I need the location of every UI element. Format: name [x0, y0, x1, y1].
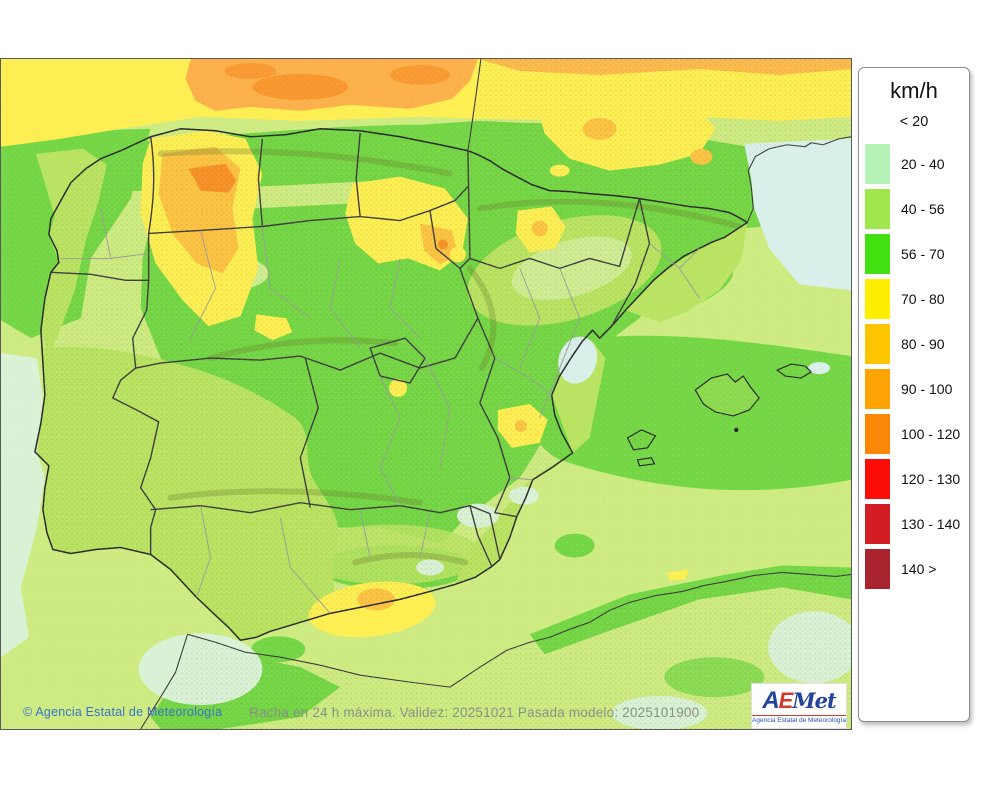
- aemet-logo: AEMet Agencia Estatal de Meteorología: [751, 683, 847, 729]
- legend-swatch-70-80: [865, 279, 890, 319]
- legend-swatch-140-plus: [865, 549, 890, 589]
- aemet-logo-letter-e: E: [778, 687, 794, 713]
- legend-item: 100 - 120: [865, 414, 969, 454]
- legend-label: 80 - 90: [901, 336, 945, 352]
- legend-item: 56 - 70: [865, 234, 969, 274]
- legend-item: 80 - 90: [865, 324, 969, 364]
- legend-label: 20 - 40: [901, 156, 945, 172]
- wind-gust-map: © Agencia Estatal de Meteorología Racha …: [0, 58, 852, 730]
- aemet-logo-letter-a: A: [762, 686, 779, 714]
- legend-swatch-20-40: [865, 144, 890, 184]
- legend-panel: km/h < 20 20 - 40 40 - 56 56 - 70 70 - 8…: [858, 67, 970, 722]
- legend-swatch-80-90: [865, 324, 890, 364]
- legend-item-lt20: < 20: [899, 114, 929, 130]
- legend-item: 20 - 40: [865, 144, 969, 184]
- map-canvas: [1, 59, 851, 729]
- legend-label: 140 >: [901, 561, 937, 577]
- model-run-note: Racha en 24 h máxima. Validez: 20251021 …: [249, 705, 700, 720]
- copyright-text: © Agencia Estatal de Meteorología: [23, 705, 223, 719]
- legend-item: 70 - 80: [865, 279, 969, 319]
- legend-swatch-130-140: [865, 504, 890, 544]
- legend-item: 140 >: [865, 549, 969, 589]
- legend-label: 56 - 70: [901, 246, 945, 262]
- legend-label: 90 - 100: [901, 381, 953, 397]
- aemet-logo-letters-met: Met: [792, 687, 836, 713]
- legend-swatch-120-130: [865, 459, 890, 499]
- legend-item: 40 - 56: [865, 189, 969, 229]
- legend-label: 120 - 130: [901, 471, 961, 487]
- legend-label: 130 - 140: [901, 516, 961, 532]
- legend-swatch-56-70: [865, 234, 890, 274]
- legend-item: 90 - 100: [865, 369, 969, 409]
- legend-item: 120 - 130: [865, 459, 969, 499]
- aemet-logo-brand: AEMet: [762, 686, 836, 714]
- legend-title: km/h: [890, 78, 938, 103]
- legend-swatch-90-100: [865, 369, 890, 409]
- legend-label: 70 - 80: [901, 291, 945, 307]
- legend-item: 130 - 140: [865, 504, 969, 544]
- legend-swatch-40-56: [865, 189, 890, 229]
- legend-label: 100 - 120: [901, 426, 961, 442]
- legend-label: 40 - 56: [901, 201, 945, 217]
- aemet-logo-subtitle: Agencia Estatal de Meteorología: [752, 714, 846, 724]
- halftone-overlay: [1, 59, 851, 729]
- legend-swatch-100-120: [865, 414, 890, 454]
